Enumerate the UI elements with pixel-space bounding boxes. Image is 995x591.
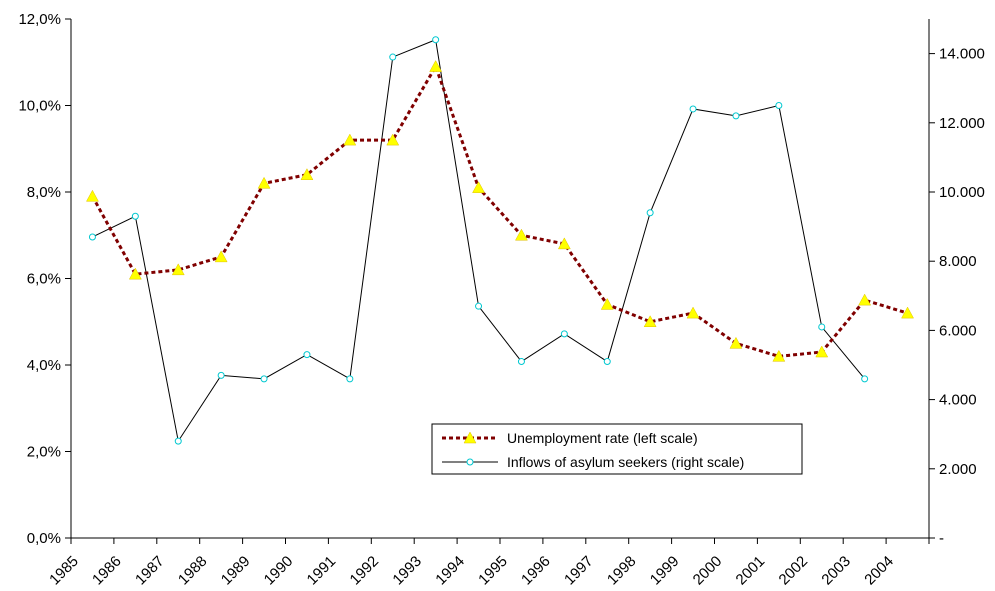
left-tick-label: 8,0% — [27, 184, 61, 201]
series-layer — [86, 36, 914, 445]
unemployment-data-point — [600, 297, 614, 310]
asylum-data-point — [174, 437, 182, 445]
x-tick-label: 1986 — [89, 553, 125, 589]
unemployment-data-point — [815, 345, 829, 358]
unemployment-data-point — [128, 267, 142, 280]
unemployment-data-point — [901, 306, 914, 319]
legend-unemployment-label: Unemployment rate (left scale) — [507, 430, 698, 446]
right-tick-label: 14.000 — [939, 46, 985, 63]
x-tick-label: 1990 — [261, 553, 297, 589]
unemployment-data-point — [772, 349, 786, 362]
unemployment-data-point — [515, 228, 528, 241]
asylum-series-line — [92, 39, 866, 443]
x-tick-label: 1996 — [518, 553, 554, 589]
asylum-data-point — [260, 375, 268, 383]
unemployment-data-point — [472, 181, 485, 193]
legend-box — [431, 423, 803, 475]
x-tick-label: 1999 — [647, 553, 683, 589]
asylum-data-point — [217, 371, 225, 379]
unemployment-data-point — [858, 293, 872, 306]
left-tick-label: 4,0% — [27, 357, 61, 374]
asylum-data-point — [303, 351, 311, 359]
asylum-data-point — [475, 302, 483, 310]
x-tick-label: 2000 — [690, 553, 726, 589]
x-tick-label: 2003 — [818, 553, 854, 589]
unemployment-data-point — [171, 263, 185, 276]
right-tick-label: 10.000 — [939, 184, 985, 201]
left-tick-label: 6,0% — [27, 271, 61, 288]
right-tick-label: - — [939, 530, 944, 547]
asylum-data-point — [646, 209, 654, 217]
asylum-data-point — [560, 330, 568, 338]
asylum-data-point — [517, 358, 525, 366]
left-tick-label: 12,0% — [18, 11, 61, 28]
asylum-data-point — [775, 102, 783, 109]
unemployment-data-point — [386, 133, 400, 146]
unemployment-data-point — [729, 336, 743, 349]
legend: Unemployment rate (left scale) Inflows o… — [431, 423, 803, 475]
x-tick-label: 1998 — [604, 553, 640, 589]
x-tick-label: 1995 — [475, 553, 511, 589]
unemployment-data-point — [686, 306, 700, 319]
asylum-data-point — [818, 323, 826, 331]
left-axis-ticks: 0,0% 2,0% 4,0% 6,0% 8,0% 10,0% 12,0% — [18, 11, 71, 547]
right-tick-label: 8.000 — [939, 253, 977, 270]
x-tick-label: 2002 — [776, 553, 812, 589]
asylum-data-point — [603, 358, 611, 366]
asylum-data-point — [689, 105, 697, 113]
asylum-data-point — [432, 36, 440, 44]
unemployment-series-line — [91, 63, 908, 358]
x-tick-label: 1993 — [389, 553, 425, 589]
unemployment-data-point — [257, 176, 271, 189]
right-tick-label: 6.000 — [939, 322, 977, 339]
unemployment-data-point — [429, 60, 443, 72]
unemployment-data-point — [643, 315, 657, 327]
unemployment-data-point — [343, 133, 357, 146]
x-tick-label: 1987 — [132, 553, 168, 589]
asylum-data-point — [732, 112, 740, 120]
unemployment-data-point — [300, 168, 314, 180]
asylum-data-point — [861, 375, 869, 383]
right-tick-label: 12.000 — [939, 115, 985, 132]
x-tick-label: 1994 — [432, 553, 468, 589]
x-axis-ticks: 1985 1986 1987 1988 1989 1990 1991 1992 1993 1994… — [46, 538, 930, 589]
x-tick-label: 2004 — [861, 553, 897, 589]
x-tick-label: 1991 — [304, 553, 340, 589]
x-tick-label: 2001 — [733, 553, 769, 589]
left-tick-label: 0,0% — [27, 530, 61, 547]
asylum-data-point — [131, 212, 139, 220]
unemployment-data-point — [214, 250, 228, 263]
left-tick-label: 10,0% — [18, 98, 61, 115]
right-tick-label: 2.000 — [939, 461, 977, 478]
right-axis-ticks: - 2.000 4.000 6.000 8.000 10.000 12.000 14.000 — [929, 46, 985, 547]
asylum-data-point — [88, 233, 96, 241]
legend-asylum-marker — [466, 458, 474, 466]
left-tick-label: 2,0% — [27, 444, 61, 461]
unemployment-data-point — [557, 237, 571, 250]
legend-asylum-label: Inflows of asylum seekers (right scale) — [507, 454, 744, 470]
unemployment-data-point — [86, 189, 99, 202]
x-tick-label: 1992 — [347, 553, 383, 589]
right-tick-label: 4.000 — [939, 392, 977, 409]
x-tick-label: 1989 — [218, 553, 254, 589]
x-tick-label: 1985 — [46, 553, 82, 589]
x-tick-label: 1997 — [561, 553, 597, 589]
legend-unemployment-marker — [463, 431, 477, 444]
asylum-data-point — [346, 375, 354, 383]
x-tick-label: 1988 — [175, 553, 211, 589]
asylum-data-point — [389, 53, 397, 61]
